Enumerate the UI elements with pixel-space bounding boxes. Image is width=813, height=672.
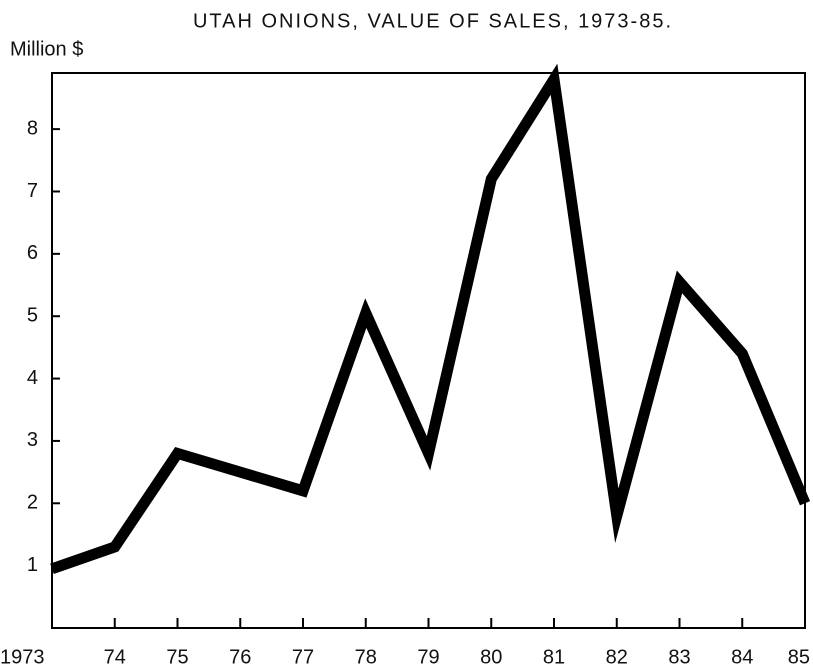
data-line	[50, 63, 811, 574]
x-tick-label: 78	[355, 646, 377, 668]
x-tick-label: 84	[731, 646, 753, 668]
x-tick-label: 83	[668, 646, 690, 668]
x-tick-label: 76	[229, 646, 251, 668]
y-axis-label: Million $	[10, 38, 83, 60]
y-tick-label: 2	[27, 492, 38, 514]
x-tick-label: 79	[417, 646, 439, 668]
x-tick-label: 1973	[0, 646, 45, 668]
x-tick-label: 77	[292, 646, 314, 668]
x-tick-label: 81	[543, 646, 565, 668]
y-tick-label: 4	[27, 367, 38, 389]
y-tick-label: 3	[27, 429, 38, 451]
y-tick-label: 8	[27, 117, 38, 139]
x-tick-label: 85	[788, 646, 810, 668]
x-tick-label: 82	[606, 646, 628, 668]
x-tick-label: 80	[480, 646, 502, 668]
x-tick-label: 75	[166, 646, 188, 668]
chart-title: UTAH ONIONS, VALUE OF SALES, 1973-85.	[193, 10, 673, 32]
x-tick-label: 74	[104, 646, 126, 668]
y-tick-label: 5	[27, 304, 38, 326]
y-tick-label: 6	[27, 242, 38, 264]
y-tick-label: 1	[27, 554, 38, 576]
y-tick-label: 7	[27, 180, 38, 202]
